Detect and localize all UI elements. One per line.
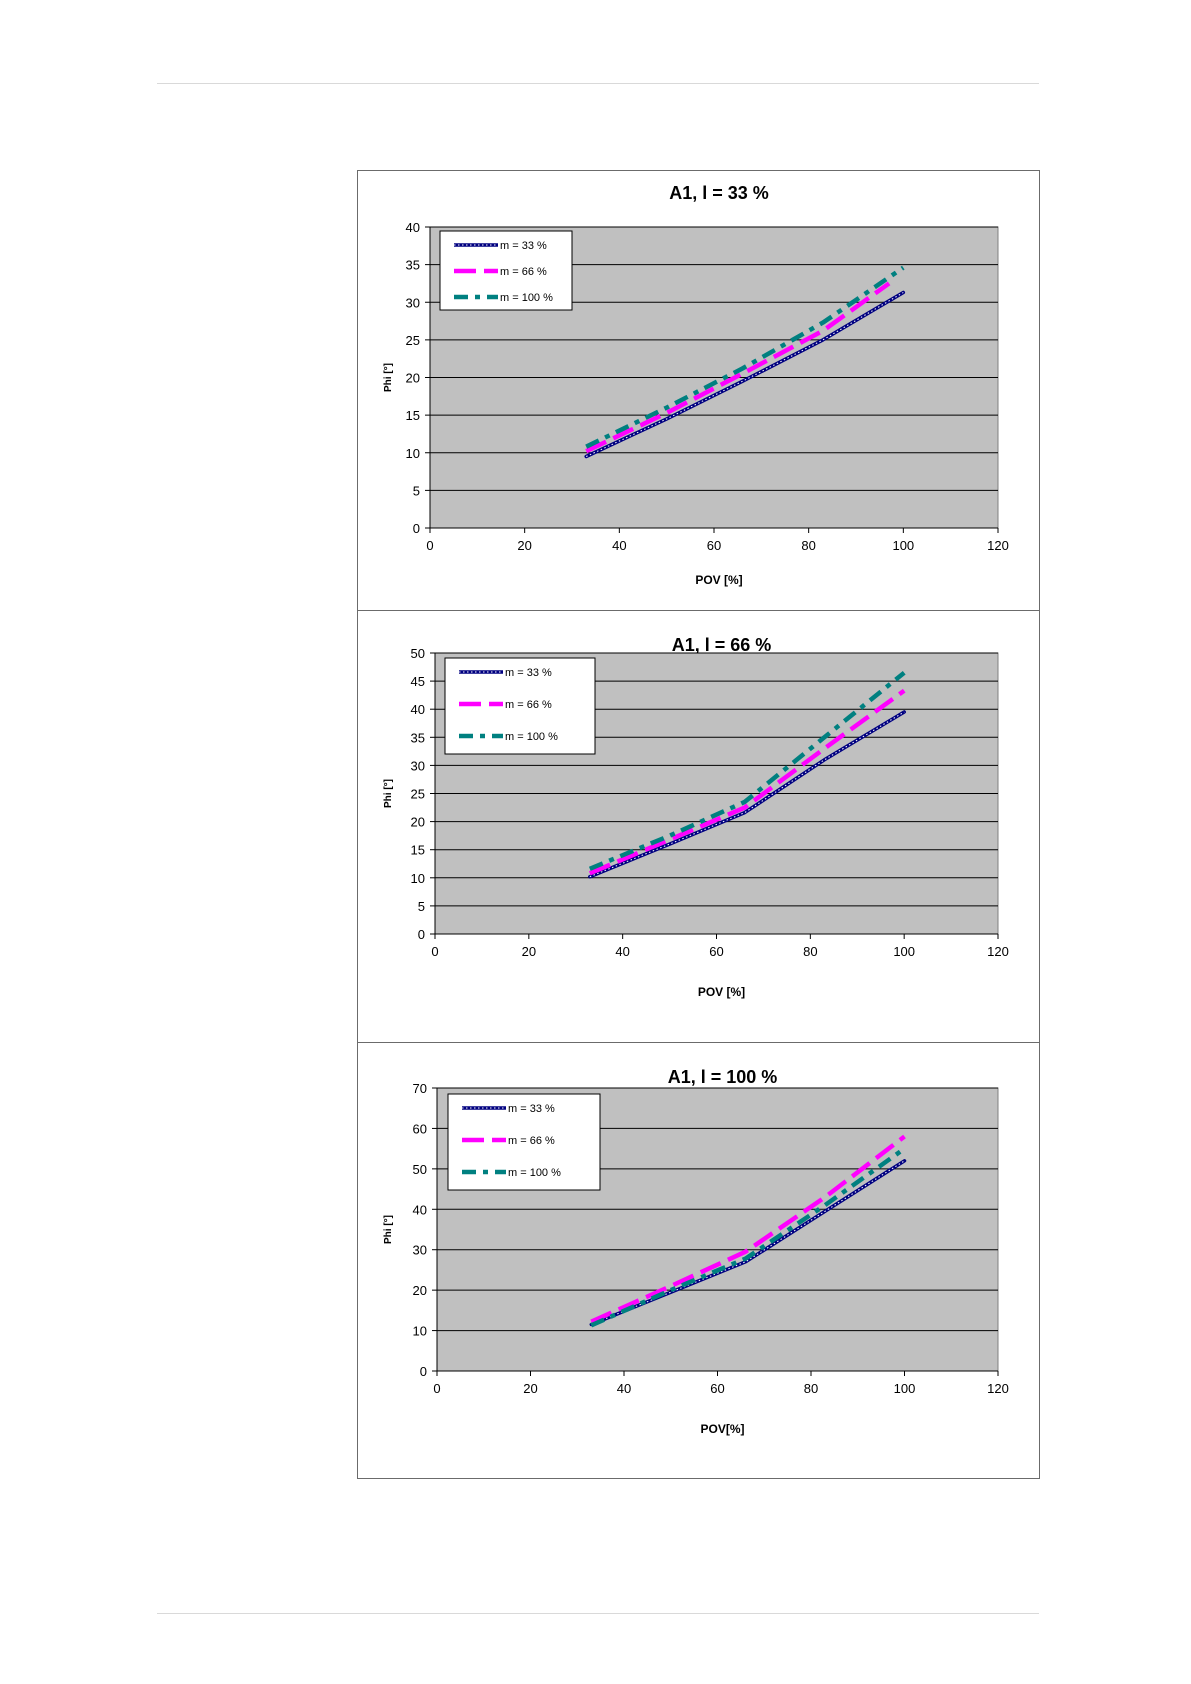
chart-panel-1: A1, l = 33 % 0 5 10 15 20 25 30 35 40 0 20 40 60 80 100… [358,171,1039,610]
y-tick-label: 10 [413,1324,427,1339]
header-rule [157,83,1039,84]
x-tick-label: 0 [426,538,433,553]
series-line-texture-1 [589,711,905,878]
x-tick-label: 100 [894,1381,916,1396]
x-tick-label: 60 [707,538,721,553]
x-tick-label: 20 [517,538,531,553]
x-axis-label: POV [%] [698,985,745,999]
y-tick-label: 10 [406,446,420,461]
legend-label-2: m = 66 % [508,1135,555,1147]
series-line-3 [585,265,905,449]
y-tick-label: 15 [406,408,420,423]
x-axis-label: POV[%] [700,1422,744,1436]
x-tick-label: 80 [803,944,817,959]
x-tick-label: 80 [801,538,815,553]
x-tick-label: 0 [433,1381,440,1396]
y-tick-label: 35 [411,730,425,745]
y-tick-label: 45 [411,674,425,689]
chart-panel-3: A1, l = 100 % 0 10 20 30 40 50 60 70 0 20 40 60 80 100… [358,1042,1039,1479]
x-tick-label: 20 [523,1381,537,1396]
x-tick-label: 60 [710,1381,724,1396]
y-tick-label: 15 [411,843,425,858]
y-tick-label: 30 [406,295,420,310]
y-tick-label: 25 [406,333,420,348]
y-tick-label: 40 [413,1202,427,1217]
legend-label-3: m = 100 % [508,1167,561,1179]
y-tick-label: 50 [413,1162,427,1177]
chart-1-svg: A1, l = 33 % 0 5 10 15 20 25 30 35 40 0 20 40 60 80 100… [383,183,1009,587]
x-tick-label: 120 [987,944,1009,959]
chart-panel-2: A1, l = 66 % 0 5 10 15 20 25 30 35 40 45 50 0 20 40 60 8… [358,610,1039,1043]
x-tick-label: 60 [709,944,723,959]
series-line-texture-1 [585,292,904,457]
x-tick-label: 100 [893,944,915,959]
y-tick-label: 40 [406,220,420,235]
series-line-3 [588,670,906,871]
chart-title: A1, l = 66 % [672,635,772,655]
x-tick-label: 20 [522,944,536,959]
y-tick-label: 20 [413,1283,427,1298]
y-axis-label: Phi [°] [383,363,394,392]
series-line-3 [590,1146,906,1328]
y-tick-label: 5 [418,899,425,914]
y-tick-label: 20 [411,815,425,830]
chart-title: A1, l = 33 % [669,183,769,203]
y-axis-label: Phi [°] [383,1215,394,1244]
y-tick-label: 40 [411,702,425,717]
x-tick-label: 0 [431,944,438,959]
x-tick-label: 120 [987,1381,1009,1396]
x-tick-label: 100 [892,538,914,553]
chart-frame: A1, l = 33 % 0 5 10 15 20 25 30 35 40 0 20 40 60 80 100… [357,170,1040,1479]
legend-label-3: m = 100 % [500,292,553,304]
legend-label-2: m = 66 % [500,266,547,278]
x-tick-label: 40 [615,944,629,959]
y-tick-label: 30 [411,758,425,773]
x-tick-label: 120 [987,538,1009,553]
x-tick-label: 40 [617,1381,631,1396]
chart-2-svg: A1, l = 66 % 0 5 10 15 20 25 30 35 40 45 50 0 20 40 60 8… [383,635,1009,999]
legend-label-1: m = 33 % [500,240,547,252]
y-tick-label: 10 [411,871,425,886]
y-axis-label: Phi [°] [383,779,394,808]
chart-title: A1, l = 100 % [668,1067,778,1087]
legend-label-1: m = 33 % [505,667,552,679]
y-tick-label: 0 [420,1364,427,1379]
y-tick-label: 20 [406,371,420,386]
chart-3-svg: A1, l = 100 % 0 10 20 30 40 50 60 70 0 20 40 60 80 100… [383,1067,1009,1436]
y-tick-label: 70 [413,1081,427,1096]
y-tick-label: 0 [413,521,420,536]
y-tick-label: 25 [411,787,425,802]
y-tick-label: 0 [418,927,425,942]
y-tick-label: 5 [413,483,420,498]
y-tick-label: 60 [413,1121,427,1136]
legend-label-2: m = 66 % [505,699,552,711]
x-tick-label: 80 [804,1381,818,1396]
y-tick-label: 50 [411,646,425,661]
series-line-2 [590,1134,906,1324]
x-tick-label: 40 [612,538,626,553]
y-tick-label: 35 [406,258,420,273]
series-line-2 [588,688,906,876]
legend-label-3: m = 100 % [505,731,558,743]
legend-label-1: m = 33 % [508,1103,555,1115]
y-tick-label: 30 [413,1243,427,1258]
footer-rule [157,1613,1039,1614]
x-axis-label: POV [%] [695,573,742,587]
